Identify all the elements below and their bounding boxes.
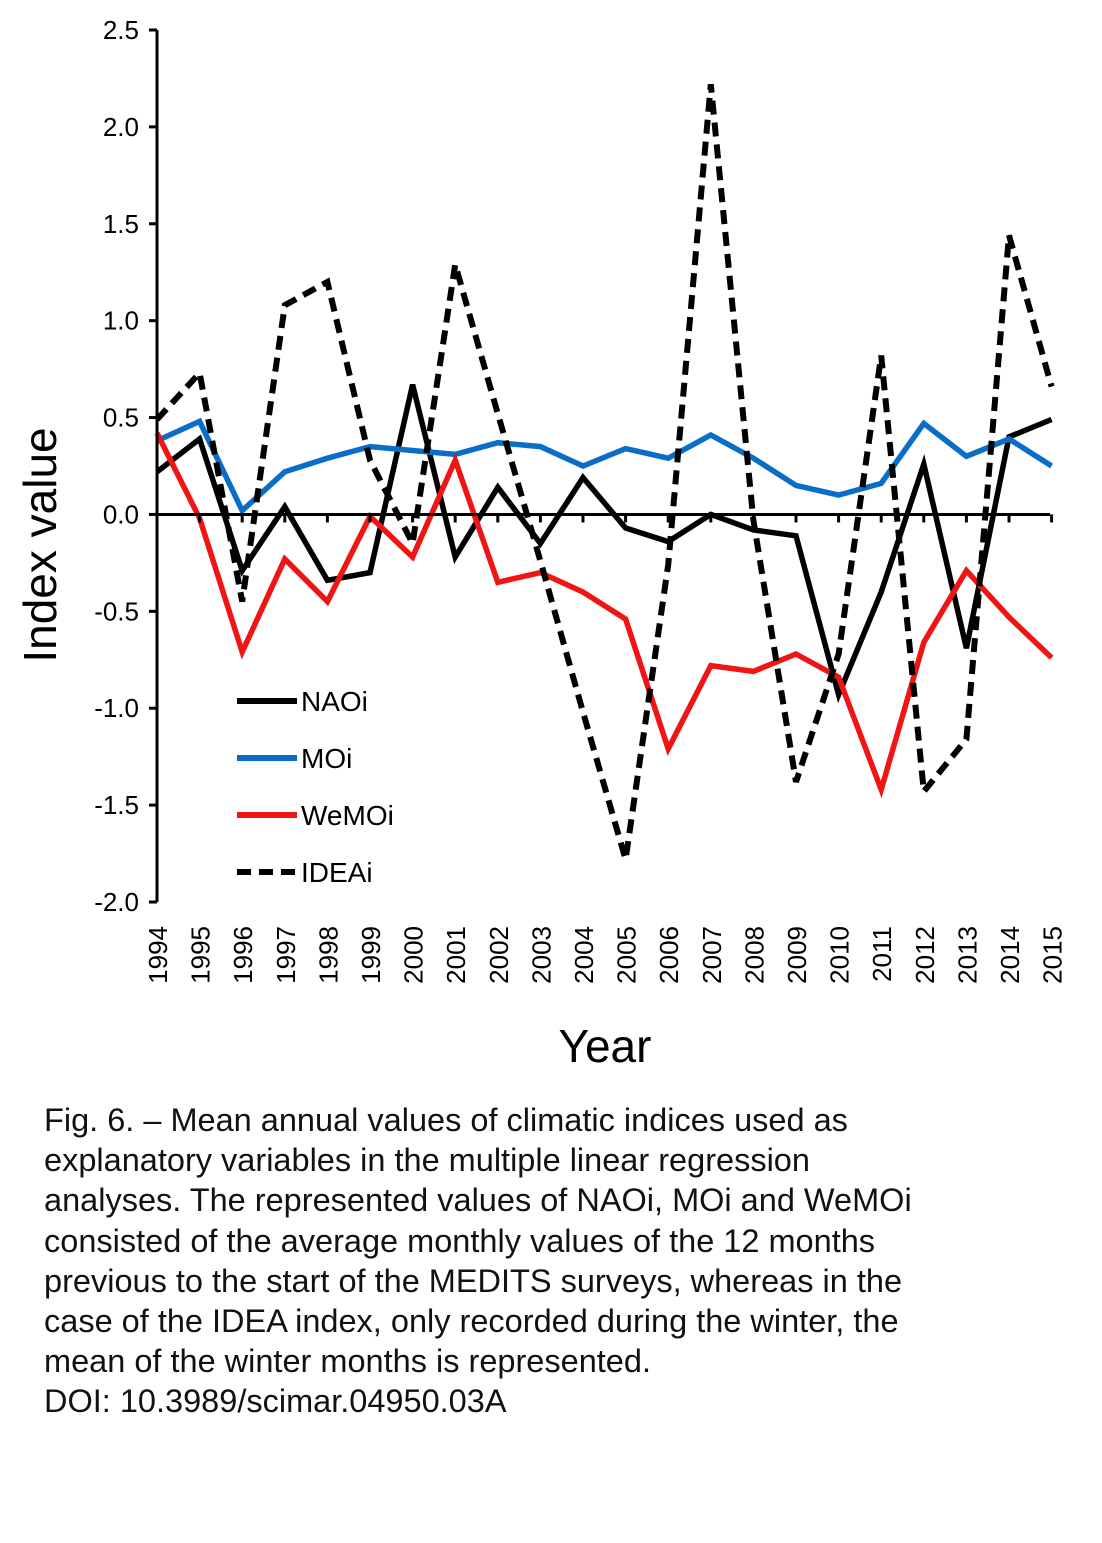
caption-line: previous to the start of the MEDITS surv… xyxy=(44,1262,903,1299)
legend-label: NAOi xyxy=(301,686,368,717)
x-tick-label: 1999 xyxy=(356,926,386,984)
caption-line: explanatory variables in the multiple li… xyxy=(44,1142,810,1179)
x-tick-label: 2005 xyxy=(612,926,642,984)
legend-label: IDEAi xyxy=(301,857,373,888)
y-tick-label: 0.5 xyxy=(103,403,139,433)
legend: NAOi MOi WeMOi IDEAi xyxy=(237,686,394,888)
y-tick-label: -1.0 xyxy=(94,693,139,723)
x-tick-label: 2012 xyxy=(910,926,940,984)
caption-line: mean of the winter months is represented… xyxy=(44,1343,651,1380)
x-tick-label: 2013 xyxy=(952,926,982,984)
x-tick-label: 2009 xyxy=(782,926,812,984)
x-axis-title: Year xyxy=(559,1020,652,1072)
caption-line: case of the IDEA index, only recorded du… xyxy=(44,1303,899,1340)
x-tick-label: 1995 xyxy=(186,926,216,984)
x-tick-label: 1997 xyxy=(271,926,301,984)
caption-line: analyses. The represented values of NAOi… xyxy=(44,1182,912,1219)
y-tick-label: 2.0 xyxy=(103,112,139,142)
x-tick-label: 2008 xyxy=(739,926,769,984)
figure-caption: Fig. 6. – Mean annual values of climatic… xyxy=(44,1100,1084,1422)
series-line-ideai xyxy=(154,84,1055,861)
legend-label: MOi xyxy=(301,743,352,774)
axes xyxy=(149,28,1054,904)
legend-label: WeMOi xyxy=(301,800,394,831)
x-tick-label: 2002 xyxy=(484,926,514,984)
x-tick-label: 2015 xyxy=(1038,926,1068,984)
caption-line: Fig. 6. – Mean annual values of climatic… xyxy=(44,1102,848,1138)
y-tick-label: 0.0 xyxy=(103,499,139,529)
series-lines xyxy=(154,84,1055,861)
series-line-wemoi xyxy=(154,431,1054,799)
y-tick-label: -0.5 xyxy=(94,596,139,626)
series-line-moi xyxy=(155,417,1054,516)
x-tick-label: 2007 xyxy=(697,926,727,984)
series-line-naoi xyxy=(155,383,1053,704)
y-tick-label: 2.5 xyxy=(103,15,139,45)
x-tick-label: 1994 xyxy=(143,926,173,984)
y-tick-label: 1.0 xyxy=(103,306,139,336)
x-tick-label: 2004 xyxy=(569,926,599,984)
caption-doi: DOI: 10.3989/scimar.04950.03A xyxy=(44,1383,507,1420)
x-tick-label: 2011 xyxy=(867,926,897,982)
y-tick-label: 1.5 xyxy=(103,209,139,239)
x-tick-label: 2000 xyxy=(399,926,429,984)
x-tick-label: 2014 xyxy=(995,926,1025,984)
x-tick-label: 1998 xyxy=(313,926,343,984)
x-tick-label: 1996 xyxy=(228,926,258,984)
x-tick-label: 2010 xyxy=(825,926,855,984)
x-tick-label: 2006 xyxy=(654,926,684,984)
y-tick-label: -2.0 xyxy=(94,887,139,917)
x-tick-label: 2003 xyxy=(526,926,556,984)
x-tick-label: 2001 xyxy=(441,926,471,984)
y-axis-title: Index value xyxy=(14,427,66,662)
caption-line: consisted of the average monthly values … xyxy=(44,1222,876,1259)
y-tick-label: -1.5 xyxy=(94,790,139,820)
